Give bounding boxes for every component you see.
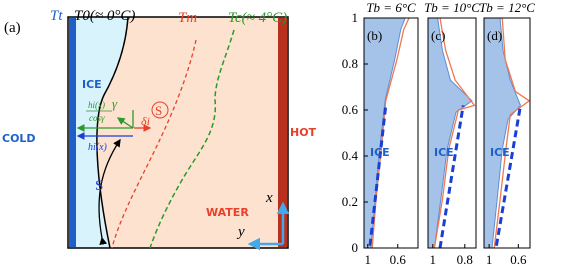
x-tick-label: 1 — [365, 252, 372, 267]
panel-a: (a) Tt T0(≈ 0°C) Tm Tc(≈ 4°C) ICE COLD H… — [2, 8, 317, 251]
cold-label: COLD — [2, 132, 36, 145]
line — [493, 17, 531, 249]
y-tick-label: 0.8 — [342, 56, 358, 71]
x-tick-label: 1 — [430, 252, 437, 267]
tm-label: Tm — [178, 10, 197, 26]
ice-region — [76, 17, 128, 248]
delta-label: δi — [141, 114, 150, 128]
dashed-line — [494, 105, 522, 246]
tt-label: Tt — [50, 8, 63, 24]
hot-label: HOT — [290, 126, 317, 139]
x-tick-label: 0.8 — [457, 252, 473, 267]
y-tick-label: 0.4 — [342, 148, 359, 163]
hot-wall — [278, 18, 287, 247]
dashed-line — [368, 105, 388, 246]
h-cos-denominator: cosγ — [89, 113, 105, 123]
plot-frame — [483, 17, 531, 249]
ice-label: ICE — [370, 146, 390, 159]
dashed-line — [438, 105, 465, 249]
charts: 0 0.2 0.4 0.6 0.8 1 1 0.6 Tb = 6°C (b) ICE 1 0.8 Tb =… — [342, 0, 536, 267]
panel-label: (a) — [4, 20, 21, 36]
s-arrow — [98, 138, 121, 246]
domain-box — [67, 16, 289, 249]
y-tick-label: 1 — [352, 10, 359, 25]
plot-frame — [427, 17, 477, 249]
gamma-label: γ — [112, 96, 118, 111]
ice-label: ICE — [82, 78, 102, 91]
gamma-arrow — [116, 117, 134, 129]
y-tick-label: 0.2 — [342, 194, 358, 209]
ice-area — [364, 18, 406, 248]
panel-label: (d) — [487, 28, 502, 43]
cold-wall — [69, 18, 76, 247]
x-tick-label: 0.6 — [510, 252, 527, 267]
s-right-label: S — [155, 103, 162, 118]
chart-title: Tb = 6°C — [366, 0, 416, 15]
panel-label: (b) — [367, 28, 382, 43]
ice-area — [484, 18, 521, 248]
y-tick-label: 0.6 — [342, 102, 359, 117]
axis-y-label: y — [236, 224, 245, 240]
tc-label: Tc(≈ 4°C) — [228, 10, 287, 26]
ice-area — [428, 18, 472, 248]
water-label: WATER — [206, 206, 249, 219]
x-tick-label: 1 — [486, 252, 493, 267]
s-circle — [151, 101, 169, 119]
s-left-label: S — [95, 178, 103, 194]
tc-isotherm — [149, 29, 235, 249]
ice-label: ICE — [490, 146, 510, 159]
chart-title: Tb = 12°C — [479, 0, 535, 15]
x-tick-label: 0.6 — [390, 252, 407, 267]
panel-label: (c) — [431, 28, 445, 43]
plot-frame — [363, 17, 419, 249]
chart-title: Tb = 10°C — [424, 0, 480, 15]
ice-label: ICE — [434, 146, 454, 159]
h-cos-numerator: hi(x) — [88, 100, 105, 110]
y-tick-label: 0 — [352, 240, 359, 255]
h-label: hi(x) — [88, 142, 108, 153]
t0-label: T0(≈ 0°C) — [74, 8, 135, 24]
line — [433, 17, 476, 249]
axis-x-label: x — [265, 190, 273, 206]
